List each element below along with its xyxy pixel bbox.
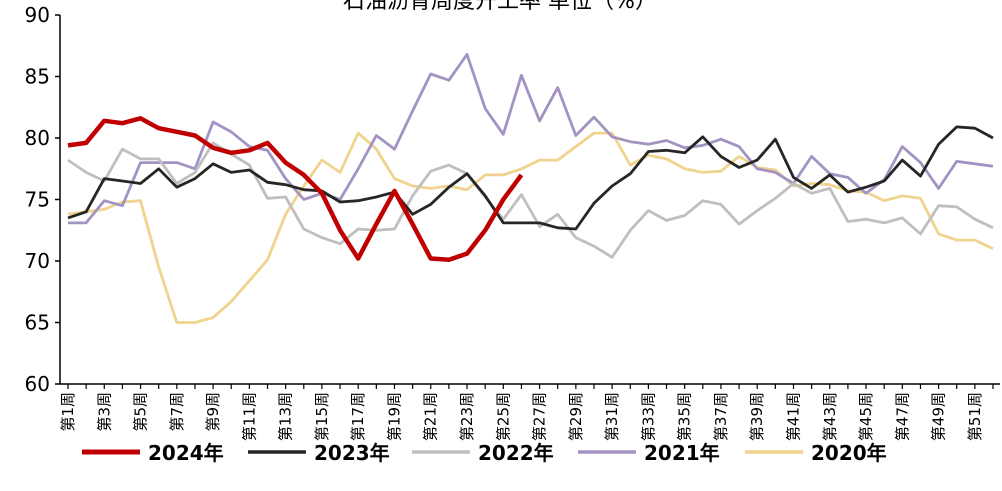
x-tick-label: 第29周 — [567, 392, 585, 441]
x-tick-label: 第23周 — [458, 392, 476, 441]
series-line — [67, 141, 994, 259]
x-tick-label: 第51周 — [966, 392, 984, 441]
x-tick-label: 第5周 — [132, 392, 150, 432]
x-tick-label: 第39周 — [748, 392, 766, 441]
x-tick-label: 第43周 — [821, 392, 839, 441]
legend-label: 2023年 — [314, 441, 390, 465]
y-tick-label: 70 — [25, 249, 50, 273]
series-line — [67, 125, 994, 231]
y-tick-label: 80 — [25, 126, 50, 150]
x-tick-label: 第15周 — [313, 392, 331, 441]
x-tick-label: 第37周 — [712, 392, 730, 441]
x-tick-label: 第17周 — [349, 392, 367, 441]
chart-title: 石油沥青周度开工率 单位（%） — [343, 0, 657, 14]
x-tick-label: 第41周 — [784, 392, 802, 441]
x-tick-label: 第9周 — [204, 392, 222, 432]
x-tick-label: 第47周 — [893, 392, 911, 441]
series-line — [68, 53, 994, 225]
x-tick-label: 第31周 — [603, 392, 621, 441]
y-tick-label: 75 — [25, 188, 50, 212]
x-tick-label: 第33周 — [639, 392, 657, 441]
x-tick-label: 第13周 — [277, 392, 295, 441]
y-tick-label: 85 — [25, 65, 50, 89]
legend-label: 2020年 — [811, 441, 887, 465]
y-tick-label: 90 — [25, 3, 50, 27]
series-line — [67, 131, 994, 324]
x-tick-label: 第7周 — [168, 392, 186, 432]
x-tick-label: 第45周 — [857, 392, 875, 441]
series-line — [67, 116, 524, 263]
x-tick-label: 第1周 — [59, 392, 77, 432]
legend-label: 2024年 — [148, 441, 224, 465]
x-tick-label: 第11周 — [240, 392, 258, 441]
x-tick-label: 第49周 — [930, 392, 948, 441]
y-tick-label: 60 — [25, 372, 50, 396]
legend-label: 2021年 — [644, 441, 720, 465]
x-tick-label: 第19周 — [385, 392, 403, 441]
x-tick-label: 第3周 — [95, 392, 113, 432]
x-tick-label: 第35周 — [676, 392, 694, 441]
x-tick-label: 第27周 — [531, 392, 549, 441]
x-tick-label: 第21周 — [422, 392, 440, 441]
x-tick-label: 第25周 — [494, 392, 512, 441]
legend-label: 2022年 — [478, 441, 554, 465]
y-tick-label: 65 — [25, 311, 50, 335]
